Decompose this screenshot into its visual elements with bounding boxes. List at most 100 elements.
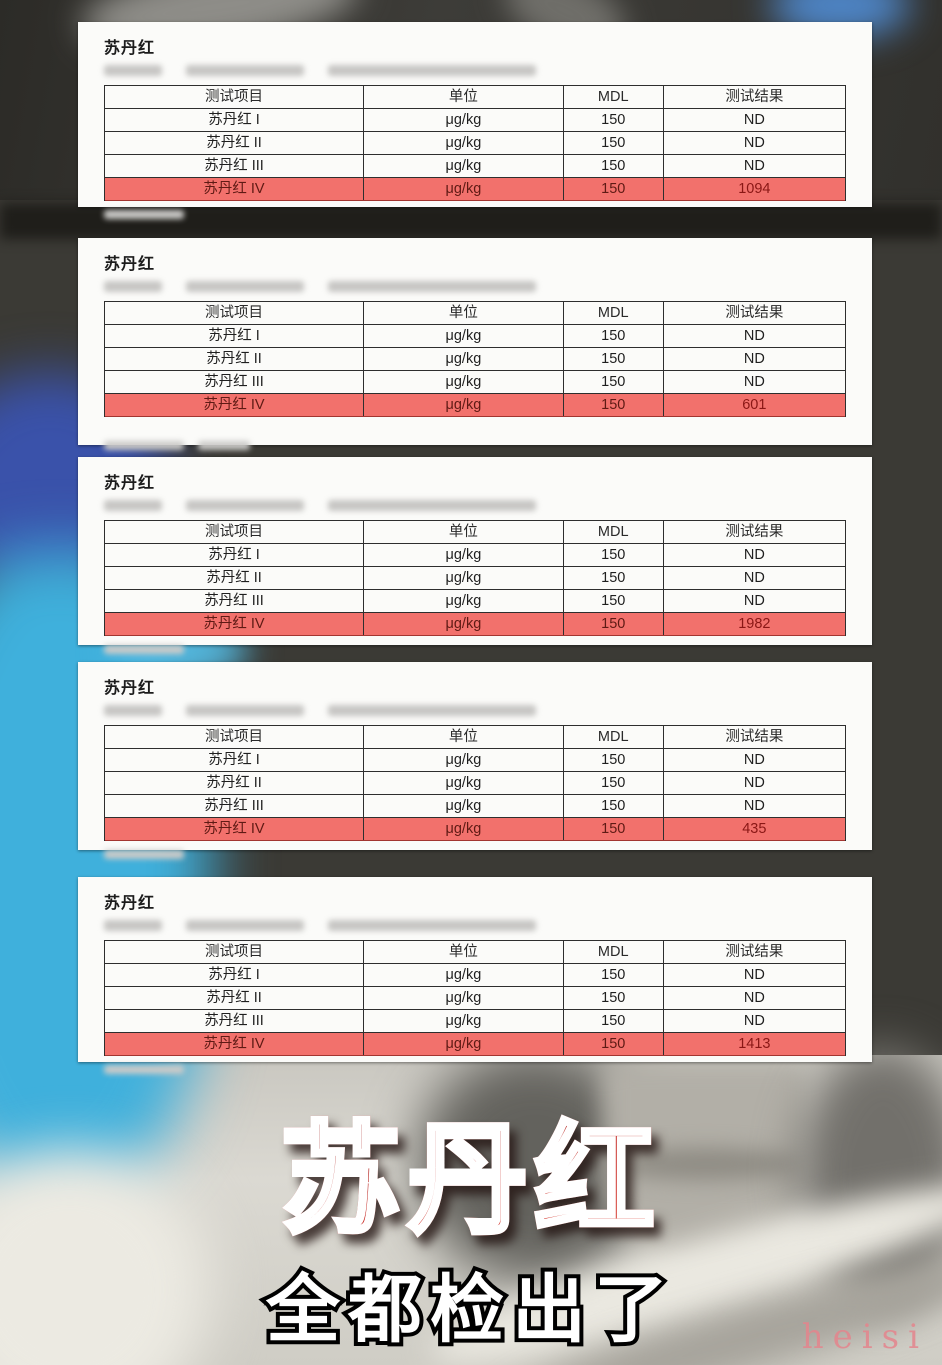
- result-cell: ND: [743, 1013, 765, 1029]
- test-item-cell: 苏丹红 IV: [105, 818, 364, 840]
- redacted-sample-info-blur: [104, 65, 846, 76]
- test-item-cell: 苏丹红 I: [105, 749, 364, 771]
- unit-cell: μg/kg: [364, 818, 564, 840]
- unit-cell: μg/kg: [364, 394, 564, 416]
- redaction-blur-segment: [104, 645, 184, 654]
- unit-cell: μg/kg: [364, 590, 564, 612]
- column-header: MDL: [564, 86, 664, 108]
- redaction-blur-segment: [328, 705, 536, 716]
- unit-cell: μg/kg: [364, 613, 564, 635]
- table-header-row: 测试项目 单位 MDL 测试结果: [105, 521, 845, 544]
- column-header: 测试项目: [105, 941, 364, 963]
- mdl-cell: 150: [564, 544, 664, 566]
- column-header: MDL: [564, 302, 664, 324]
- redaction-blur-segment: [104, 281, 162, 292]
- panel-title: 苏丹红: [104, 680, 156, 697]
- redaction-blur-segment: [104, 500, 162, 511]
- column-header: 单位: [364, 86, 564, 108]
- unit-cell: μg/kg: [364, 132, 564, 154]
- test-item-cell: 苏丹红 IV: [105, 1033, 364, 1055]
- column-header: MDL: [564, 941, 664, 963]
- column-header: 测试项目: [105, 726, 364, 748]
- mdl-cell: 150: [564, 394, 664, 416]
- redaction-blur-segment: [186, 65, 304, 76]
- redacted-sample-info-blur: [104, 500, 846, 511]
- table-header-row: 测试项目 单位 MDL 测试结果: [105, 941, 845, 964]
- result-cell: ND: [743, 374, 765, 390]
- mdl-cell: 150: [564, 1010, 664, 1032]
- unit-cell: μg/kg: [364, 749, 564, 771]
- redaction-blur-segment: [186, 281, 304, 292]
- result-cell: ND: [743, 328, 765, 344]
- unit-cell: μg/kg: [364, 795, 564, 817]
- mdl-cell: 150: [564, 749, 664, 771]
- panel-title: 苏丹红: [104, 256, 156, 273]
- unit-cell: μg/kg: [364, 1010, 564, 1032]
- redacted-sample-info-blur: [104, 281, 846, 292]
- column-header: 测试结果: [725, 305, 784, 321]
- test-item-cell: 苏丹红 III: [105, 1010, 364, 1032]
- column-header: 测试结果: [725, 89, 784, 105]
- mdl-cell: 150: [564, 178, 664, 200]
- mdl-cell: 150: [564, 613, 664, 635]
- table-header-row: 测试项目 单位 MDL 测试结果: [105, 86, 845, 109]
- redaction-blur-segment: [186, 705, 304, 716]
- mdl-cell: 150: [564, 155, 664, 177]
- table-row: 苏丹红 III μg/kg 150 ND: [105, 590, 845, 613]
- redaction-blur-segment: [186, 500, 304, 511]
- result-cell: ND: [743, 351, 765, 367]
- redacted-sample-info-blur: [104, 705, 846, 716]
- subheadline-all-detected: 全都检出了: [262, 1263, 676, 1357]
- redaction-blur-segment: [104, 65, 162, 76]
- test-item-cell: 苏丹红 III: [105, 795, 364, 817]
- column-header: 测试结果: [725, 944, 784, 960]
- table-row: 苏丹红 II μg/kg 150 ND: [105, 567, 845, 590]
- test-item-cell: 苏丹红 III: [105, 590, 364, 612]
- table-row: 苏丹红 II μg/kg 150 ND: [105, 132, 845, 155]
- result-cell: ND: [743, 775, 765, 791]
- column-header: 测试项目: [105, 302, 364, 324]
- unit-cell: μg/kg: [364, 371, 564, 393]
- result-cell: 1982: [738, 616, 771, 632]
- unit-cell: μg/kg: [364, 567, 564, 589]
- test-item-cell: 苏丹红 IV: [105, 394, 364, 416]
- panel-title: 苏丹红: [104, 475, 156, 492]
- column-header: 测试结果: [725, 524, 784, 540]
- redaction-blur-segment: [328, 920, 536, 931]
- unit-cell: μg/kg: [364, 987, 564, 1009]
- table-row: 苏丹红 III μg/kg 150 ND: [105, 1010, 845, 1033]
- unit-cell: μg/kg: [364, 178, 564, 200]
- unit-cell: μg/kg: [364, 544, 564, 566]
- test-item-cell: 苏丹红 II: [105, 567, 364, 589]
- unit-cell: μg/kg: [364, 109, 564, 131]
- mdl-cell: 150: [564, 348, 664, 370]
- column-header: 单位: [364, 941, 564, 963]
- redaction-blur-segment: [104, 705, 162, 716]
- mdl-cell: 150: [564, 325, 664, 347]
- unit-cell: μg/kg: [364, 348, 564, 370]
- table-row: 苏丹红 III μg/kg 150 ND: [105, 795, 845, 818]
- redacted-footnote-blur: [104, 645, 846, 654]
- watermark: heisi: [801, 1317, 928, 1357]
- mdl-cell: 150: [564, 590, 664, 612]
- table-row-highlighted: 苏丹红 IV μg/kg 150 1413: [105, 1033, 845, 1056]
- result-cell: ND: [743, 967, 765, 983]
- result-cell: ND: [743, 798, 765, 814]
- result-cell: ND: [743, 112, 765, 128]
- redaction-blur-segment: [328, 281, 536, 292]
